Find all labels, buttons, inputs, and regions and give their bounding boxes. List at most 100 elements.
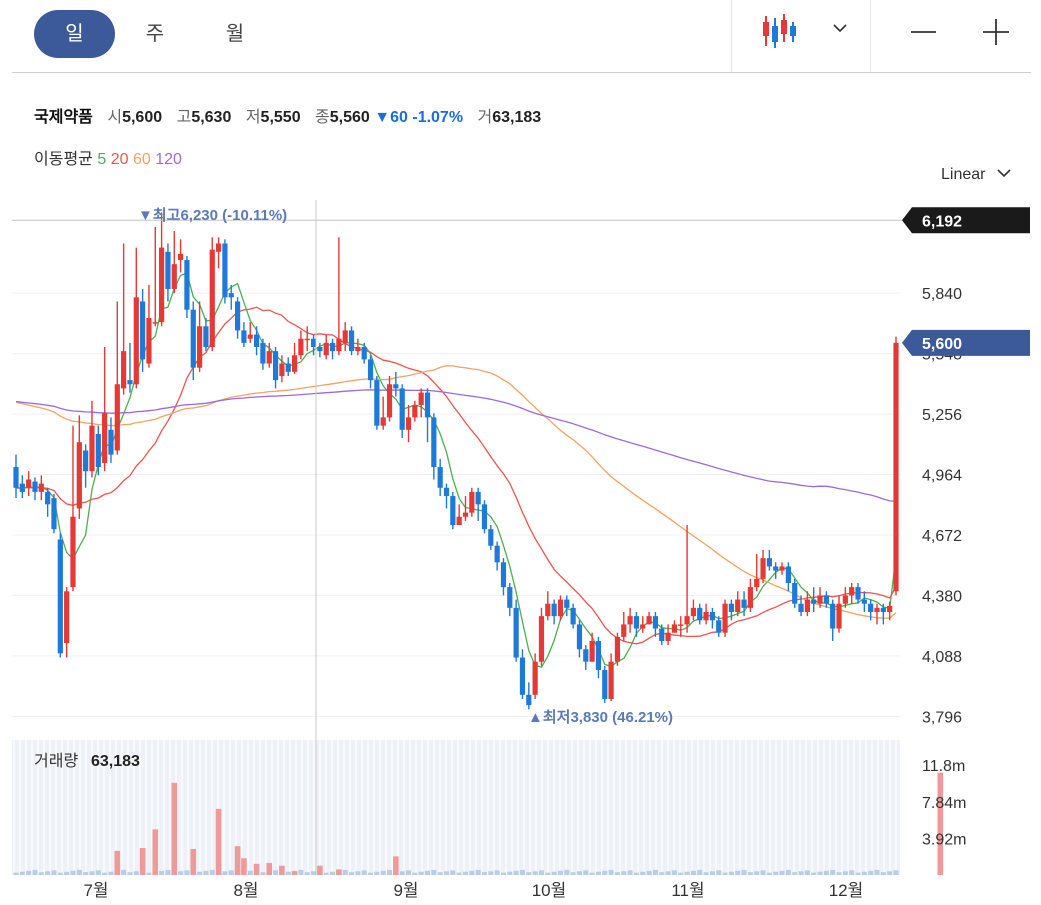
candle-body [659,628,665,641]
volume-bar [368,872,374,875]
volume-bar [253,863,260,875]
volume-bar [608,869,614,875]
candle-body [253,334,260,347]
candle-body [412,404,418,418]
candle-body [285,363,291,372]
candle-body [367,359,374,381]
volume-bar [336,869,342,875]
candle-body [19,483,25,492]
chart-grid [12,219,900,717]
volume-bar [418,871,424,875]
date-axis: 7월 8월 9월 10월 11월 12월 [83,881,863,900]
candle-body [640,624,646,629]
volume-bar [139,848,146,875]
candle-body [380,417,386,426]
volume-bar [19,871,25,875]
candle-body [342,330,348,343]
volume-bar [551,871,557,875]
candle-body [785,566,791,584]
volume-bar [26,870,32,875]
volume-bar [203,870,209,875]
candle-body [627,616,633,625]
candle-body [602,669,608,699]
volume-background [12,740,900,875]
ma-legend-20: 20 [110,151,129,168]
candle-body [595,640,602,670]
volume-bar [76,869,82,875]
volume-bar [741,869,747,875]
low-label: 저 [245,109,261,126]
plus-icon[interactable] [980,16,1012,48]
candle-body [234,301,241,331]
tab-week[interactable]: 주 [145,23,165,45]
date-tick-label: 10월 [532,881,567,900]
candle-body [140,301,146,360]
candle-body [310,338,317,347]
candle-body [228,293,234,298]
candle-body [393,384,399,389]
volume-bar [576,871,582,875]
candle-body [336,338,342,352]
candle-body [868,603,874,612]
close-label: 종 [315,109,330,126]
scale-selector[interactable]: Linear [941,166,1012,184]
low-value: 5,550 [260,109,301,126]
candle-body [570,607,576,625]
candle-body [443,487,450,497]
volume-bar [659,872,665,875]
candle-body [703,611,709,621]
volume-bar [298,869,304,875]
volume-bar [766,872,772,875]
candle-body [830,603,836,629]
candle-body [405,417,412,430]
chevron-down-icon[interactable] [830,18,850,38]
price-tick-label: 5,256 [922,407,962,424]
volume-bar [102,872,108,875]
volume-bar [184,870,190,875]
candle-body [652,616,659,629]
candle-body [83,450,89,472]
minus-icon[interactable] [908,18,938,48]
volume-bar [855,872,861,875]
chevron-down-icon[interactable] [996,167,1012,179]
candle-body [102,413,108,463]
candle-body [298,338,304,356]
tab-day[interactable]: 일 [34,10,115,58]
volume-bar [646,870,652,875]
volume-bar [64,871,70,875]
volume-bar [652,869,658,875]
volume-bar [121,869,127,875]
volume-bar [500,872,506,875]
candle-body [665,632,671,641]
volume-bar [304,872,310,875]
volume-bar [146,872,152,875]
volume-bar [494,870,500,875]
volume-label: 거래량 [34,752,78,770]
candle-body [817,595,823,604]
volume-bar [38,872,44,875]
tab-month[interactable]: 월 [225,23,245,45]
candle-body [697,607,703,621]
candle-body [45,491,51,505]
low-marker: ▲최저3,830 (46.21%) [528,708,673,726]
candle-body [279,363,285,376]
candle-body [481,504,488,530]
volume-bar [633,872,639,875]
candle-body [89,425,95,472]
candle-body [741,599,747,608]
volume-bar [114,850,121,875]
candle-body [196,326,203,368]
volume-bar [291,871,298,875]
candle-body [671,624,678,633]
volume-bar [811,872,817,875]
ma-legend-60: 60 [132,151,151,168]
candlestick-icon[interactable] [758,14,804,50]
volume-bar [51,870,57,875]
scale-selector-label[interactable]: Linear [941,166,986,183]
volume-bar [13,872,19,875]
volume-bar [488,871,494,875]
volume-bar [583,870,589,875]
candle-body [133,297,139,385]
date-tick-label: 7월 [83,881,108,900]
